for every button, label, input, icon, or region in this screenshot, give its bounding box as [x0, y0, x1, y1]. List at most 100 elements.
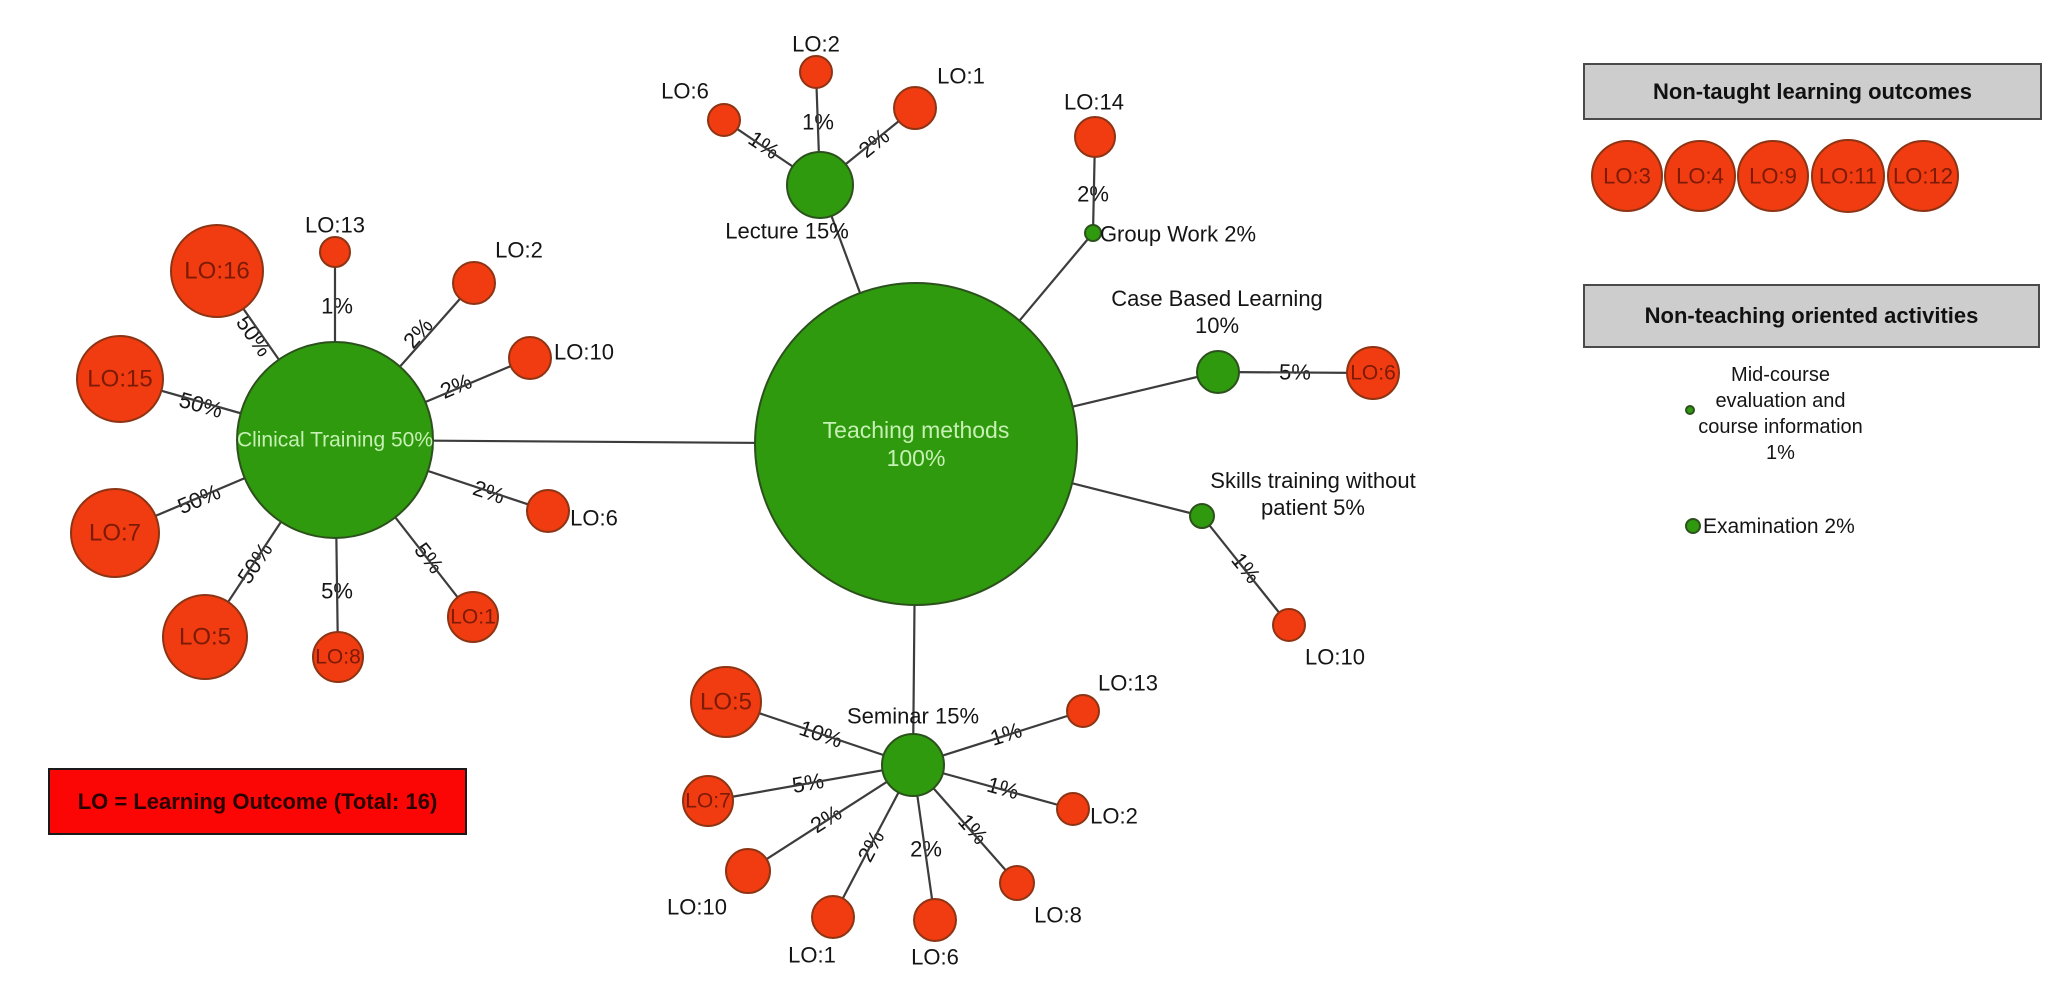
- node-cbl-lo6-label: LO:6: [1350, 362, 1396, 385]
- node-teaching-methods: [754, 282, 1078, 606]
- edge-seminar-sem-lo8-label: 1%: [953, 809, 993, 849]
- node-sem-lo6: [913, 898, 957, 942]
- node-cli-lo1: [447, 591, 499, 643]
- node-leg-lo12-label: LO:12: [1893, 164, 1953, 189]
- node-cli-lo13-label: LO:13: [305, 213, 365, 238]
- node-skl-lo10-label: LO:10: [1305, 645, 1365, 670]
- node-leg-lo9: [1737, 140, 1809, 212]
- node-lec-lo6: [707, 103, 741, 137]
- node-lec-lo2-label: LO:2: [792, 32, 840, 57]
- edge-clinical-training-cli-lo10-label: 2%: [436, 368, 475, 403]
- node-sem-lo5: [690, 666, 762, 738]
- node-group-work-label: Group Work 2%: [1100, 222, 1256, 247]
- node-cli-lo10-label: LO:10: [554, 340, 614, 365]
- node-teaching-methods-label: 100%: [887, 445, 946, 471]
- edge-seminar-sem-lo2-label: 1%: [984, 772, 1021, 805]
- node-lec-lo1: [893, 86, 937, 130]
- edge-seminar-sem-lo10: [747, 764, 914, 872]
- node-lo14-label: LO:14: [1064, 90, 1124, 115]
- node-sem-lo13-label: LO:13: [1098, 671, 1158, 696]
- node-clinical-training-label: Clinical Training 50%: [237, 429, 433, 452]
- node-leg-lo11: [1811, 139, 1885, 213]
- node-sem-lo7: [682, 775, 734, 827]
- node-cli-lo5: [162, 594, 248, 680]
- lo-footnote-box: LO = Learning Outcome (Total: 16): [48, 768, 467, 835]
- node-midcourse-dot: [1685, 405, 1695, 415]
- node-seminar-label: Seminar 15%: [847, 704, 979, 729]
- node-cli-lo2: [452, 261, 496, 305]
- node-skills-training: [1189, 503, 1215, 529]
- node-cli-lo2-label: LO:2: [495, 238, 543, 263]
- midcourse-line-4: 1%: [1766, 442, 1795, 464]
- node-lecture-label: Lecture 15%: [725, 219, 849, 244]
- midcourse-line-1: Mid-course: [1731, 364, 1830, 386]
- node-cli-lo10: [508, 336, 552, 380]
- node-sem-lo7-label: LO:7: [685, 790, 731, 813]
- edge-clinical-training-cli-lo13-label: 1%: [321, 294, 353, 319]
- node-leg-lo12: [1887, 140, 1959, 212]
- node-leg-lo3: [1591, 140, 1663, 212]
- node-lecture: [786, 151, 854, 219]
- node-leg-lo4-label: LO:4: [1676, 164, 1724, 189]
- edge-lecture-lec-lo6-label: 1%: [744, 126, 784, 165]
- node-skills-training-label: Skills training without: [1210, 468, 1415, 493]
- node-examination-dot: [1685, 518, 1701, 534]
- node-skl-lo10: [1272, 608, 1306, 642]
- node-lo14: [1074, 116, 1116, 158]
- node-cli-lo5-label: LO:5: [179, 624, 231, 651]
- node-cli-lo7: [70, 488, 160, 578]
- node-leg-lo9-label: LO:9: [1749, 164, 1797, 189]
- node-cli-lo1-label: LO:1: [450, 606, 496, 629]
- node-cli-lo16: [170, 224, 264, 318]
- edge-seminar-sem-lo13-label: 1%: [987, 717, 1025, 750]
- edge-clinical-training-cli-lo16-label: 50%: [231, 311, 277, 361]
- node-cli-lo15-label: LO:15: [87, 366, 152, 393]
- node-lec-lo1-label: LO:1: [937, 64, 985, 89]
- node-lec-lo2: [799, 55, 833, 89]
- node-sem-lo8-label: LO:8: [1034, 903, 1082, 928]
- node-group-work: [1084, 224, 1102, 242]
- node-sem-lo5-label: LO:5: [700, 689, 752, 716]
- node-sem-lo1: [811, 895, 855, 939]
- node-cli-lo7-label: LO:7: [89, 520, 141, 547]
- node-cli-lo16-label: LO:16: [184, 258, 249, 285]
- node-sem-lo13: [1066, 694, 1100, 728]
- node-case-based-learning-label: Case Based Learning: [1111, 286, 1323, 311]
- node-cli-lo15: [76, 335, 164, 423]
- midcourse-evaluation-label: Mid-course evaluation and course informa…: [1663, 362, 1898, 466]
- examination-label: Examination 2%: [1703, 515, 1855, 538]
- node-cli-lo8: [312, 631, 364, 683]
- nodes: [70, 55, 1959, 942]
- node-leg-lo11-label: LO:11: [1819, 164, 1877, 189]
- non-taught-header: Non-taught learning outcomes: [1583, 63, 2042, 120]
- node-leg-lo3-label: LO:3: [1603, 164, 1651, 189]
- node-case-based-learning: [1196, 350, 1240, 394]
- edge-clinical-training-cli-lo15-label: 50%: [176, 387, 225, 423]
- node-sem-lo1-label: LO:1: [788, 943, 836, 968]
- node-skills-training-label: patient 5%: [1261, 495, 1365, 520]
- node-sem-lo2: [1056, 792, 1090, 826]
- midcourse-line-3: course information: [1698, 416, 1863, 438]
- node-case-based-learning-label: 10%: [1195, 313, 1239, 338]
- node-sem-lo8: [999, 865, 1035, 901]
- node-cli-lo8-label: LO:8: [315, 646, 361, 669]
- edge-skills-training-skl-lo10: [1201, 515, 1290, 626]
- edge-seminar-sem-lo7: [707, 763, 914, 803]
- node-cbl-lo6: [1346, 346, 1400, 400]
- node-sem-lo10: [725, 848, 771, 894]
- node-cli-lo6-label: LO:6: [570, 506, 618, 531]
- node-cli-lo6: [526, 489, 570, 533]
- node-teaching-methods-label: Teaching methods: [823, 417, 1010, 443]
- node-lec-lo6-label: LO:6: [661, 79, 709, 104]
- node-seminar: [881, 733, 945, 797]
- node-leg-lo4: [1664, 140, 1736, 212]
- midcourse-line-2: evaluation and: [1715, 390, 1846, 412]
- node-sem-lo10-label: LO:10: [667, 895, 727, 920]
- edge-clinical-training-cli-lo7-label: 50%: [174, 479, 224, 519]
- node-clinical-training: [236, 341, 434, 539]
- node-sem-lo6-label: LO:6: [911, 945, 959, 970]
- edge-seminar-sem-lo10-label: 2%: [806, 800, 846, 838]
